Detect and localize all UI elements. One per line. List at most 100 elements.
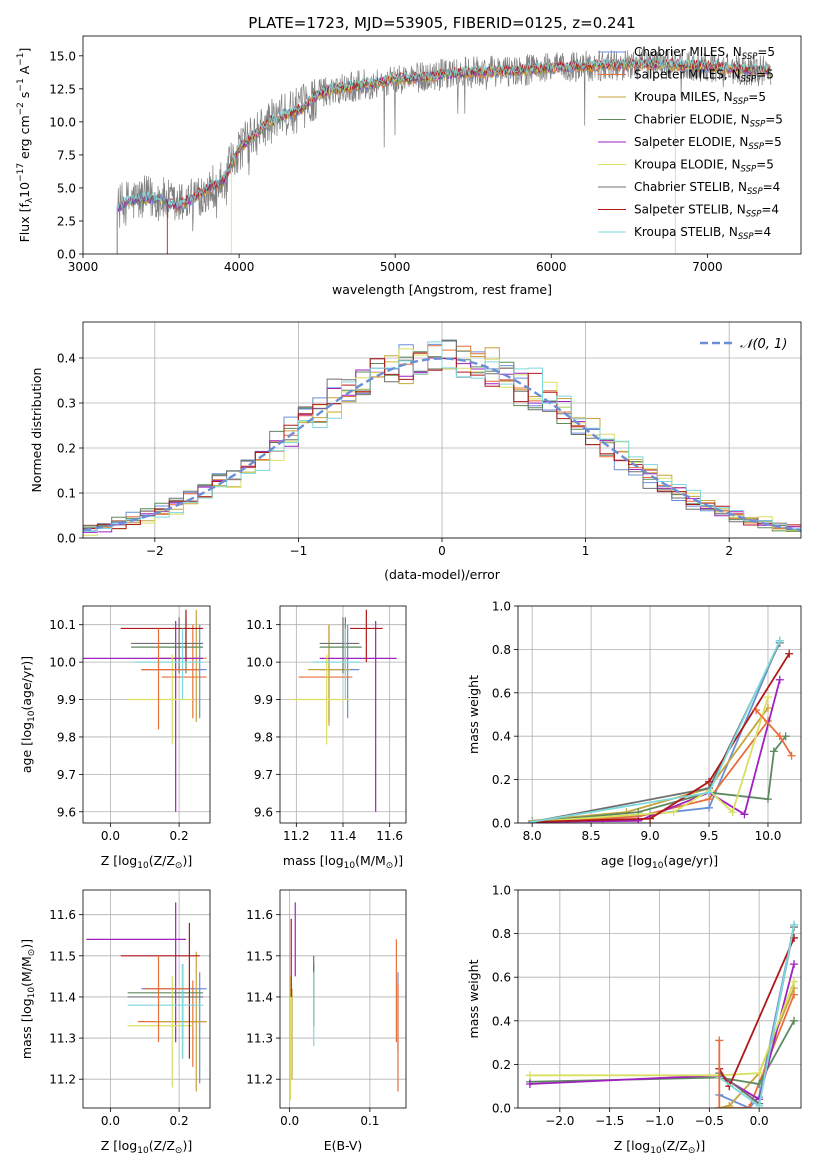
y-tick-label: 0.2 [492, 1058, 511, 1072]
mass-weight-marker [775, 732, 784, 741]
grid-lines [83, 890, 210, 1108]
mass-weight-marker [669, 808, 678, 817]
plot-area [116, 48, 772, 254]
plot-area [83, 339, 801, 536]
y-tick-label: 0.0 [57, 248, 76, 262]
errorbar-point [291, 654, 350, 745]
x-tick-label: −2.0 [545, 1114, 574, 1128]
ticks: 0.0 0.1 11.2 11.3 11.4 11.5 11.6 [246, 908, 379, 1128]
y-tick-label: 10.1 [49, 618, 76, 632]
x-axis-label: mass [log10(M/M⊙)] [283, 853, 403, 871]
legend-entry-count: =4 [761, 203, 779, 217]
errorbar-point [319, 617, 360, 674]
model-salpeter-stelib [166, 56, 770, 254]
y-tick-label: 0.0 [57, 532, 76, 546]
legend-entry-subscript: SSP [748, 142, 764, 152]
axes-frame [279, 605, 407, 824]
grid-lines [83, 606, 210, 823]
y-tick-label: 0.4 [492, 1014, 511, 1028]
y-tick-label: 5.0 [57, 181, 76, 195]
legend-entry: 𝒩(0, 1) [740, 337, 787, 352]
mass-weight-marker [525, 1080, 534, 1089]
ticks: 11.2 11.4 11.6 9.6 9.7 9.8 9.9 10.0 10.1 [246, 618, 403, 843]
mass-weight-line [719, 994, 795, 1108]
errorbar-point [127, 964, 204, 1059]
mass-weight-line [531, 640, 781, 823]
y-tick-label: 0.4 [492, 730, 511, 744]
y-tick-label: 0.2 [492, 773, 511, 787]
x-axis-label: Z [log10(Z/Z⊙)] [101, 1138, 192, 1156]
mass-weight-line [530, 981, 795, 1077]
y-tick-label: 0.0 [492, 817, 511, 831]
y-tick-label: 0.8 [492, 927, 511, 941]
x-tick-label: 10.0 [755, 829, 782, 843]
y-tick-label: 0.3 [57, 397, 76, 411]
y-tick-label: 9.9 [57, 693, 76, 707]
legend-entry-count: =4 [754, 225, 772, 239]
mass-weight-marker [740, 810, 749, 819]
x-tick-label: 0.0 [750, 1114, 769, 1128]
y-tick-label: 11.4 [49, 990, 76, 1004]
x-tick-label: −1.5 [595, 1114, 624, 1128]
legend-entry-count: =5 [764, 135, 782, 149]
y-axis-label-part: erg cm [17, 115, 32, 163]
x-axis-label-part: (Z/Z [662, 1138, 688, 1153]
legend-entry: Chabrier MILES, NSSP=5 [634, 45, 775, 62]
errorbar-point [131, 617, 204, 674]
errorbar-point [134, 628, 204, 700]
x-axis-label-part: (Z/Z [149, 853, 175, 868]
chart-mass-weight-vs-age: 8.0 8.5 9.0 9.5 10.0 0.0 0.2 0.4 0.6 0.8 1.0 age [l… [466, 600, 802, 871]
x-axis-label-part: ⊙ [175, 861, 183, 871]
plot-area [289, 902, 399, 1100]
legend-entry: Kroupa MILES, NSSP=5 [634, 90, 766, 107]
mass-weight-marker [715, 1104, 724, 1108]
mass-weight-marker [769, 747, 778, 756]
legend-entry-subscript: SSP [741, 75, 757, 85]
errorbar-point [141, 628, 200, 730]
mass-weight-marker [752, 706, 761, 715]
x-tick-label: 4000 [224, 260, 255, 274]
mass-weight-marker [785, 649, 794, 658]
ticks: 8.0 8.5 9.0 9.5 10.0 0.0 0.2 0.4 0.6 0.8 1.0 [492, 600, 781, 844]
mass-weight-line [567, 720, 769, 822]
y-tick-label: 1.0 [492, 884, 511, 898]
y-axis-label-part: 10 [27, 710, 37, 722]
axes-frame [82, 321, 802, 539]
axes-frame [517, 889, 802, 1109]
legend-entry: Chabrier STELIB, NSSP=4 [634, 180, 780, 197]
mass-weight-marker [755, 1080, 764, 1089]
mass-weight-marker [790, 1016, 799, 1025]
legend-entry-subscript: SSP [733, 97, 749, 107]
x-tick-label: 9.5 [699, 829, 718, 843]
chart-mass-weight-vs-z: −2.0 −1.5 −1.0 −0.5 0.0 0.0 0.2 0.4 0.6 0.8 1.0 Z [… [466, 884, 802, 1156]
y-tick-label: 0.6 [492, 971, 511, 985]
legend-entry: Salpeter ELODIE, NSSP=5 [634, 135, 782, 152]
y-axis-label-part: 10 [27, 987, 37, 999]
x-axis-label: Z [log10(Z/Z⊙)] [101, 853, 192, 871]
y-axis-label-part: (M/M [19, 956, 34, 987]
legend-entry-count: =5 [765, 113, 783, 127]
x-tick-label: −0.5 [695, 1114, 724, 1128]
legend: 𝒩(0, 1) [700, 337, 787, 352]
legend-entry: Chabrier ELODIE, NSSP=5 [634, 113, 783, 130]
legend-entry-count: =5 [748, 90, 766, 104]
x-tick-label: 0.0 [101, 829, 120, 843]
mass-weight-line [531, 642, 781, 823]
x-tick-label: −1 [290, 544, 308, 558]
x-tick-label: −2 [146, 544, 164, 558]
mass-weight-marker [790, 920, 799, 929]
chart-mass-vs-ebv: 0.0 0.1 11.2 11.3 11.4 11.5 11.6 E(B-V) [246, 889, 407, 1153]
y-tick-label: 11.5 [49, 949, 76, 963]
ticks: 0.0 0.2 11.2 11.3 11.4 11.5 11.6 [49, 908, 188, 1128]
errorbar-point [350, 609, 383, 663]
mass-weight-marker [775, 675, 784, 684]
legend-entry-subscript: SSP [742, 52, 758, 62]
mass-weight-marker [728, 808, 737, 817]
y-tick-label: 0.6 [492, 686, 511, 700]
y-axis-label-part: λ [25, 197, 35, 203]
y-tick-label: 9.8 [254, 730, 273, 744]
errorbar-point [127, 964, 204, 1039]
mass-weight-marker [705, 803, 714, 812]
x-axis-label-part: )] [182, 1138, 192, 1153]
mass-weight-marker [646, 814, 655, 823]
